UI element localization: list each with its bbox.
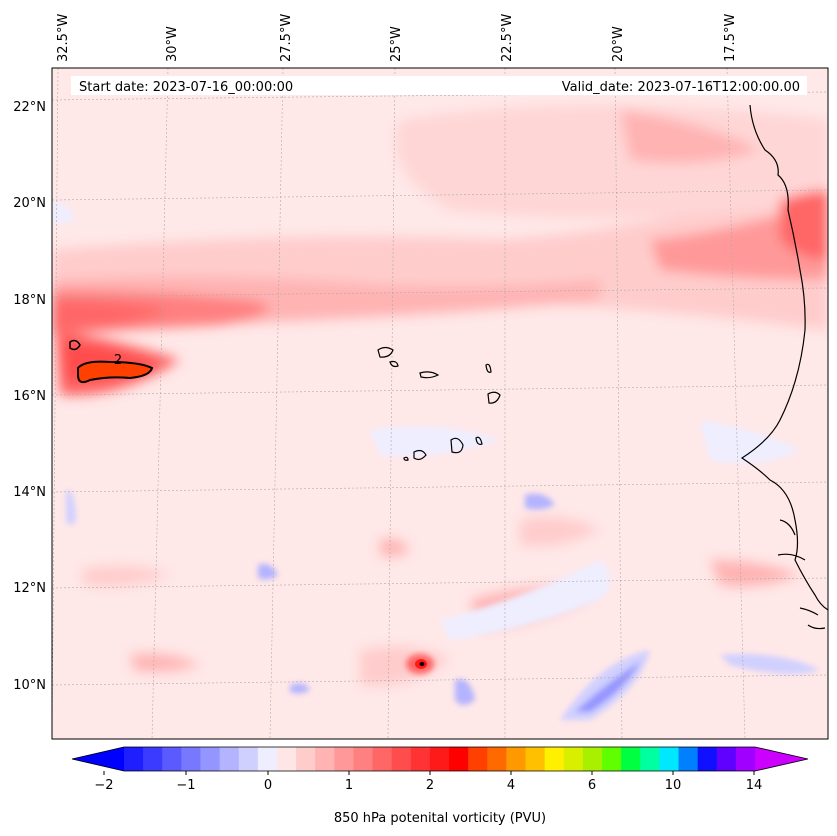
colorbar-swatch — [276, 747, 297, 771]
colorbar-extend-low — [72, 747, 124, 771]
colorbar-swatch — [219, 747, 240, 771]
colorbar-title: 850 hPa potenital vorticity (PVU) — [334, 811, 546, 826]
colorbar-swatch — [143, 747, 163, 771]
map-frame — [51, 67, 829, 740]
lon-labels: 32.5°W 30°W 27.5°W 25°W 22.5°W 20°W 17.5… — [56, 14, 738, 62]
colorbar-swatch — [697, 747, 718, 771]
lat-label: 22°N — [13, 100, 46, 115]
gridlines — [52, 68, 828, 739]
colorbar-swatch — [468, 747, 488, 771]
colorbar: −2 −1 0 1 2 4 6 10 14 — [71, 746, 809, 793]
lat-label: 10°N — [13, 678, 46, 693]
lon-label: 22.5°W — [500, 14, 515, 62]
lon-label: 17.5°W — [723, 14, 738, 62]
colorbar-swatch — [659, 747, 680, 771]
colorbar-swatch — [621, 747, 641, 771]
colorbar-tick-label: 10 — [665, 778, 682, 793]
colorbar-swatch — [410, 747, 431, 771]
lon-label: 30°W — [165, 26, 180, 62]
colorbar-swatch — [238, 747, 259, 771]
lat-label: 16°N — [13, 389, 46, 404]
colorbar-swatch — [582, 747, 603, 771]
colorbar-swatch — [200, 747, 221, 771]
colorbar-swatch — [563, 747, 584, 771]
coastline — [377, 104, 828, 630]
colorbar-swatch — [315, 747, 335, 771]
colorbar-swatch — [525, 747, 546, 771]
colorbar-swatch — [181, 747, 202, 771]
colorbar-outline — [71, 746, 809, 772]
colorbar-swatch — [678, 747, 699, 771]
colorbar-extend-high — [755, 747, 808, 771]
lon-label: 32.5°W — [56, 14, 71, 62]
colorbar-swatch — [506, 747, 527, 771]
colorbar-swatch — [716, 747, 737, 771]
lat-label: 20°N — [13, 196, 46, 211]
colorbar-swatch — [602, 747, 622, 771]
colorbar-swatch — [162, 747, 182, 771]
start-date: Start date: 2023-07-16_00:00:00 — [79, 80, 293, 95]
colorbar-tick-label: 0 — [264, 778, 272, 793]
colorbar-swatch — [296, 747, 316, 771]
header-box — [71, 76, 807, 95]
colorbar-tick-label: 2 — [426, 778, 434, 793]
colorbar-swatch — [487, 747, 508, 771]
colorbar-swatch — [735, 747, 756, 771]
colorbar-tick-label: 4 — [507, 778, 515, 793]
colorbar-swatch — [353, 747, 374, 771]
lat-label: 14°N — [13, 485, 46, 500]
pv-field — [52, 68, 828, 739]
colorbar-swatch — [334, 747, 355, 771]
colorbar-swatch — [449, 747, 469, 771]
lon-label: 27.5°W — [279, 14, 294, 62]
contour-label: 2 — [114, 353, 122, 368]
lon-label: 25°W — [389, 26, 404, 62]
colorbar-swatch — [257, 747, 278, 771]
colorbar-swatch — [429, 747, 450, 771]
colorbar-swatch — [372, 747, 393, 771]
lon-label: 20°W — [611, 26, 626, 62]
colorbar-tick-label: 1 — [345, 778, 353, 793]
colorbar-tick-label: −1 — [176, 778, 195, 793]
colorbar-tick-label: 6 — [588, 778, 596, 793]
colorbar-swatch — [124, 747, 144, 771]
colorbar-tick-label: −2 — [94, 778, 113, 793]
lat-label: 18°N — [13, 293, 46, 308]
colorbar-swatch — [640, 747, 660, 771]
valid-date: Valid_date: 2023-07-16T12:00:00.00 — [562, 80, 800, 95]
lat-label: 12°N — [13, 581, 46, 596]
colorbar-swatch — [391, 747, 412, 771]
colorbar-swatch — [544, 747, 565, 771]
colorbar-tick-label: 14 — [746, 778, 763, 793]
lat-labels: 22°N 20°N 18°N 16°N 14°N 12°N 10°N — [13, 100, 46, 693]
